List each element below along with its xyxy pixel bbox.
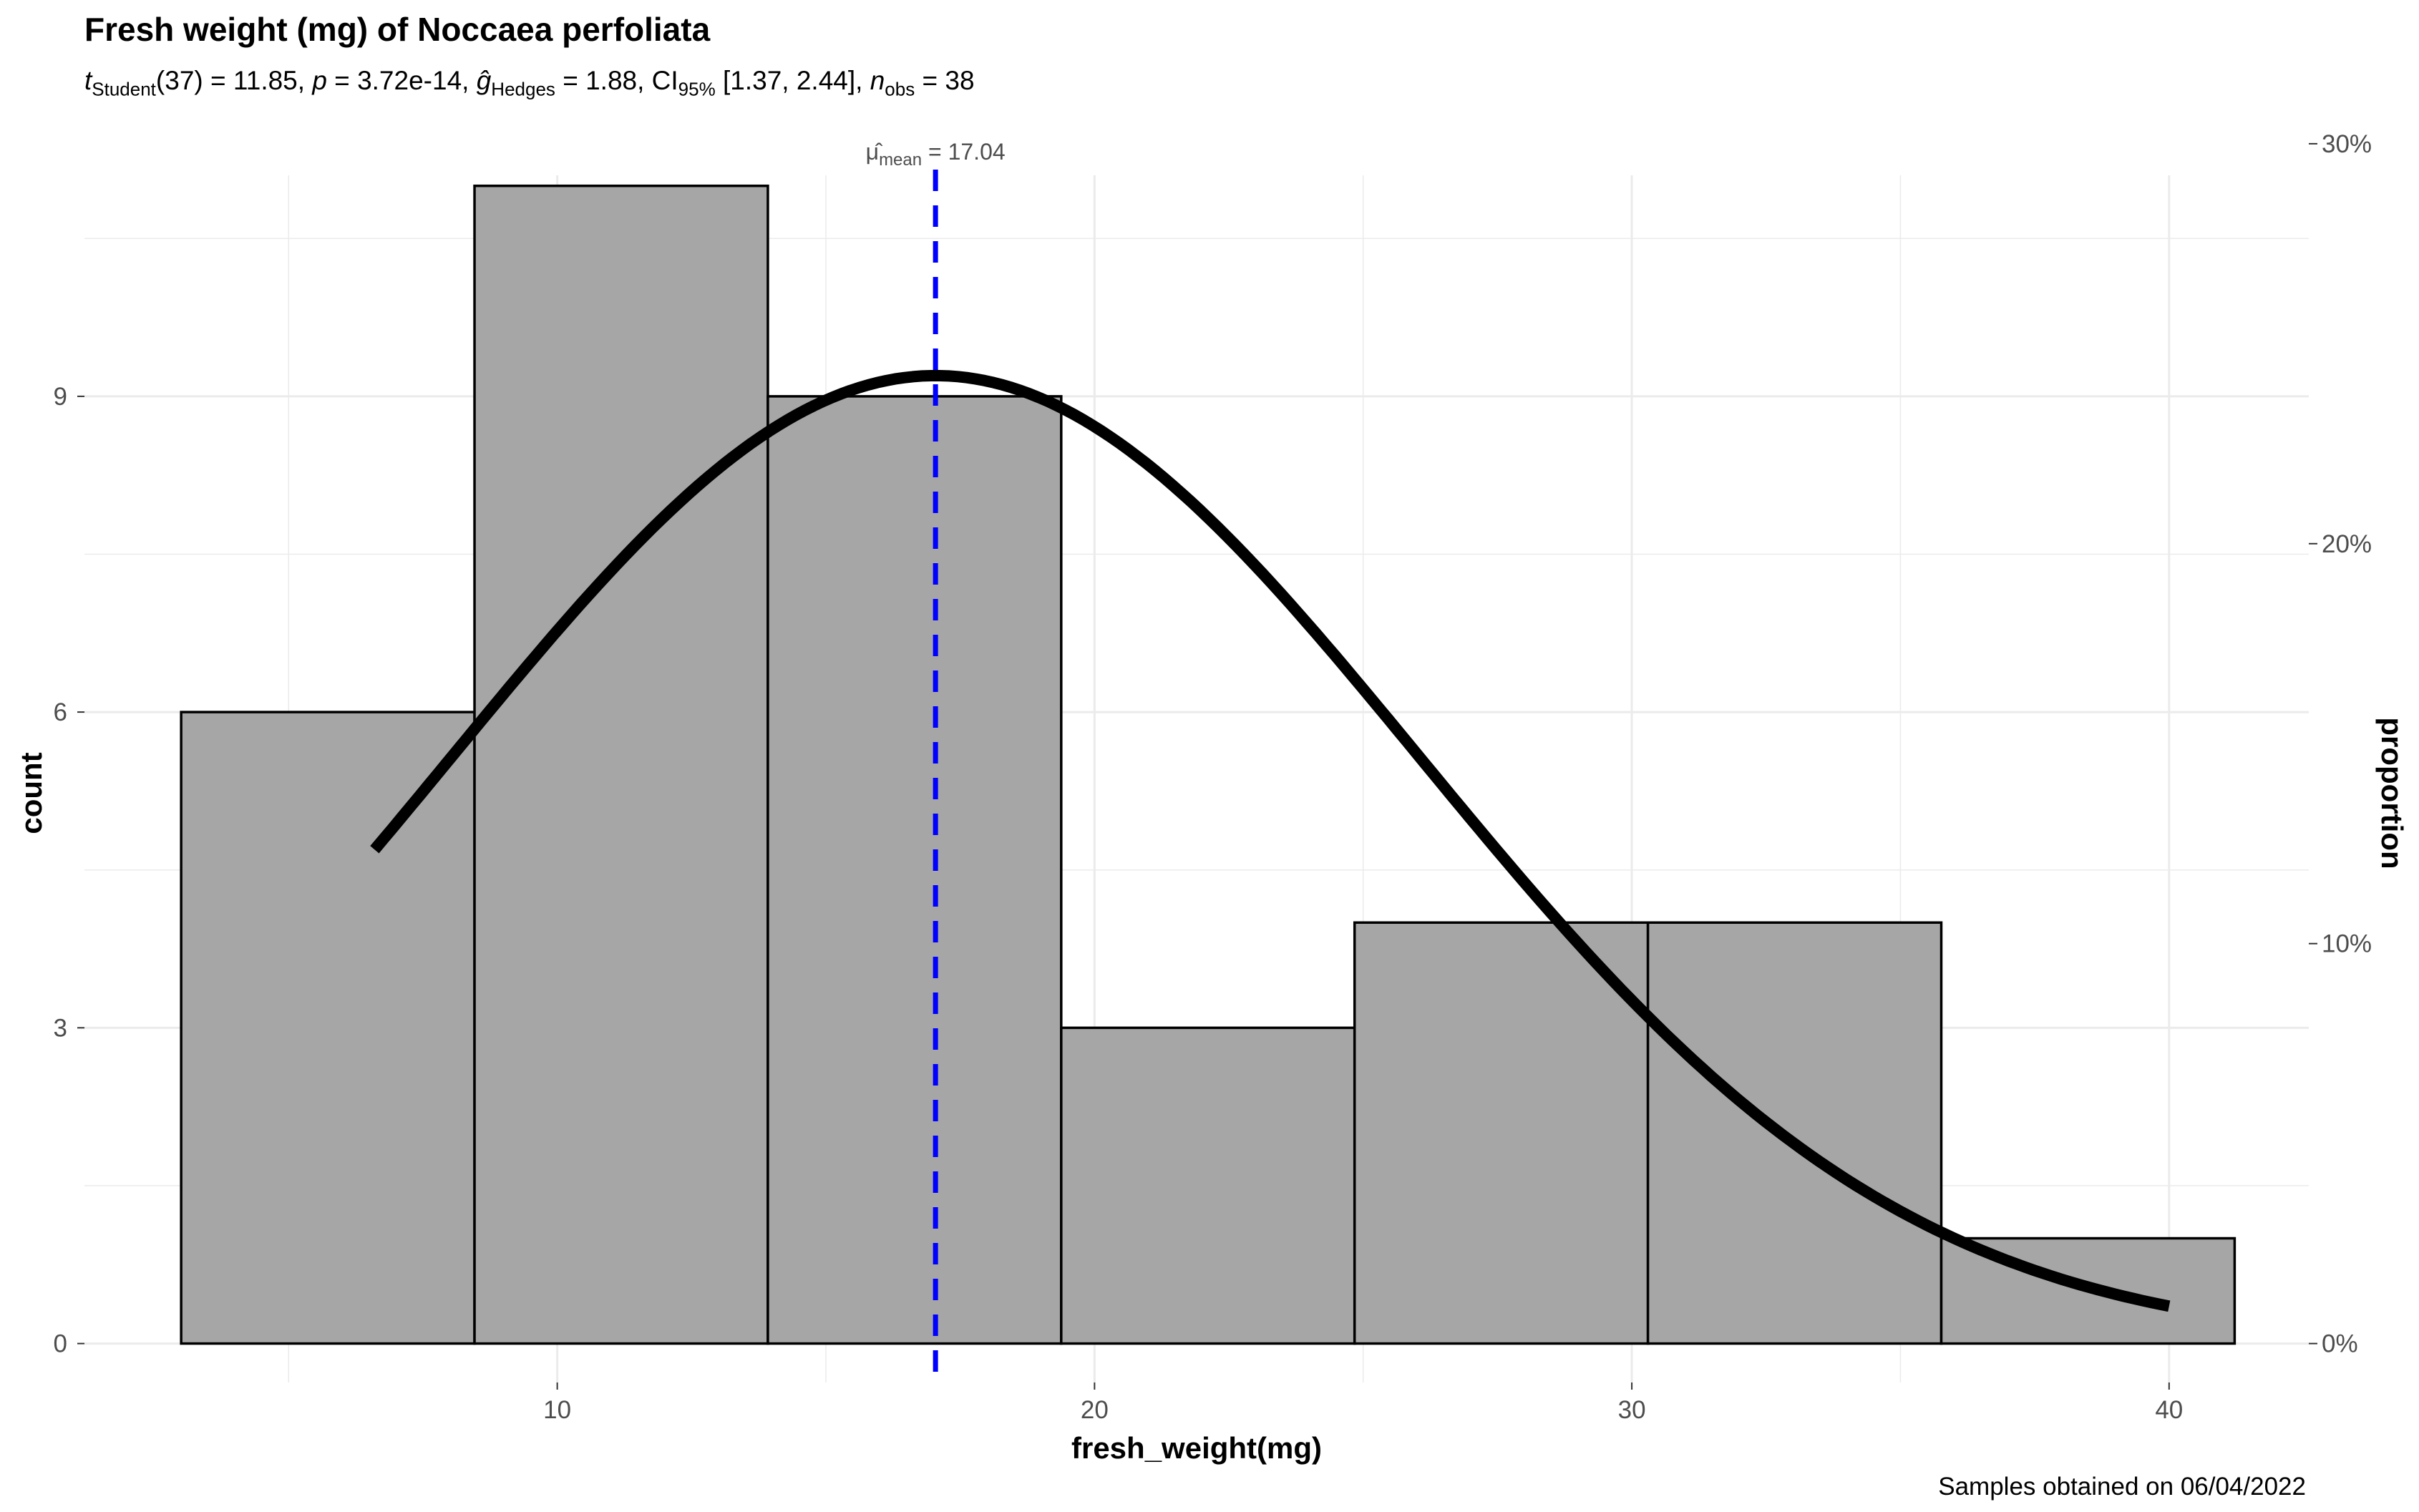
histogram-bar — [766, 395, 1063, 1345]
y2-axis-title: proportion — [2375, 717, 2409, 869]
histogram-bar — [1646, 921, 1943, 1345]
chart-caption: Samples obtained on 06/04/2022 — [1938, 1473, 2306, 1501]
y-tick-label: 6 — [54, 698, 67, 726]
x-axis-title: fresh_weight(mg) — [1071, 1431, 1322, 1465]
histogram-bar — [473, 184, 769, 1345]
density-curve — [370, 370, 2171, 1312]
axes: 10 20 30 40 0 3 6 9 0% 10% 20% 30% fresh_weight(mg) c… — [14, 130, 2409, 1465]
histogram-bars — [180, 184, 2237, 1345]
chart-title: Fresh weight (mg) of Noccaea perfoliata — [84, 11, 711, 48]
y-tick-label: 3 — [54, 1014, 67, 1042]
histogram-bar — [1353, 921, 1650, 1345]
y2-tick-label: 10% — [2322, 930, 2372, 958]
chart-subtitle: tStudent(37) = 11.85, p = 3.72e-14, ĝHed… — [84, 66, 975, 100]
density-curve-group — [370, 370, 2171, 1312]
subtitle-n-obs: 38 — [945, 66, 975, 95]
y2-tick-label: 30% — [2322, 130, 2372, 158]
subtitle-t-value: 11.85 — [233, 66, 298, 95]
x-tick-label: 20 — [1081, 1396, 1109, 1424]
histogram-bar — [1060, 1026, 1356, 1345]
x-tick-label: 30 — [1618, 1396, 1646, 1424]
y2-tick-label: 20% — [2322, 530, 2372, 558]
y-axis-title: count — [14, 752, 48, 834]
subtitle-df: 37 — [165, 66, 195, 95]
mean-label: μ̂mean = 17.04 — [866, 139, 1006, 170]
y-tick-label: 9 — [54, 383, 67, 411]
subtitle-p-value: 3.72e-14 — [357, 66, 462, 95]
x-tick-label: 10 — [543, 1396, 571, 1424]
subtitle-test-name: Student — [92, 78, 156, 100]
x-tick-label: 40 — [2155, 1396, 2183, 1424]
y-tick-label: 0 — [54, 1330, 67, 1358]
subtitle-effect-size: 1.88 — [585, 66, 638, 95]
mean-line-group: μ̂mean = 17.04 — [866, 139, 1006, 1386]
histogram-bar — [180, 711, 476, 1345]
y2-tick-label: 0% — [2322, 1330, 2358, 1358]
subtitle-ci: [1.37, 2.44] — [723, 66, 856, 95]
